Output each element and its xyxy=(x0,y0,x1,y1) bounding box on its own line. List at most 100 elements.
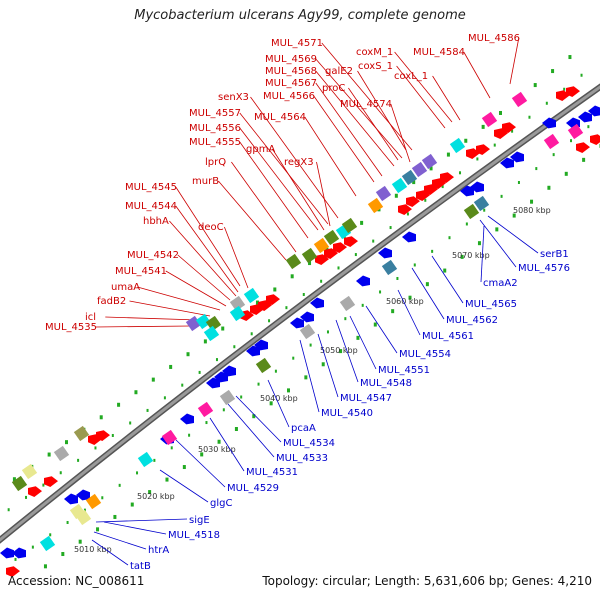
track-dot xyxy=(250,332,253,336)
forward-gene-label: MUL_4556 xyxy=(189,123,241,134)
reverse-label-leader xyxy=(209,417,245,472)
forward-gene-arrow xyxy=(96,430,110,441)
forward-gene-label: deoC xyxy=(198,222,224,233)
forward-gene-arrow xyxy=(44,476,58,487)
cog-category-box xyxy=(203,325,220,342)
cog-category-box xyxy=(161,429,178,446)
cog-category-box xyxy=(285,253,302,270)
reverse-gene-arrow xyxy=(510,151,524,163)
forward-label-leader xyxy=(175,205,239,293)
reverse-gene-arrow xyxy=(76,489,90,501)
cog-category-box xyxy=(21,463,38,480)
forward-label-leader xyxy=(272,148,325,231)
forward-label-leader xyxy=(169,220,237,297)
forward-gene-arrow xyxy=(576,142,590,153)
track-dot xyxy=(198,370,201,374)
cog-category-box xyxy=(205,315,222,332)
reverse-gene-label: MUL_4534 xyxy=(283,438,335,449)
track-dot xyxy=(483,208,486,212)
track-dot xyxy=(205,421,208,425)
cog-category-box xyxy=(255,357,272,374)
forward-gene-label: fadB2 xyxy=(97,296,126,307)
reverse-label-leader xyxy=(235,395,282,443)
track-dot xyxy=(408,295,412,300)
cog-category-box xyxy=(511,91,528,108)
forward-gene-arrow xyxy=(502,122,516,133)
forward-gene-label: MUL_4555 xyxy=(189,137,241,148)
cog-category-box xyxy=(381,259,398,276)
reverse-gene-label: MUL_4554 xyxy=(399,349,451,360)
reverse-gene-arrow xyxy=(460,185,474,197)
reverse-gene-arrow xyxy=(356,275,370,287)
reverse-gene-arrow xyxy=(64,493,78,505)
cog-category-box xyxy=(85,493,102,510)
track-dot xyxy=(77,458,80,462)
reverse-label-leader xyxy=(335,319,359,383)
cog-category-box xyxy=(421,153,438,170)
reverse-label-leader xyxy=(91,539,129,566)
track-dot xyxy=(535,167,538,171)
reverse-gene-label: MUL_4551 xyxy=(378,365,430,376)
track-dot xyxy=(424,198,427,202)
track-dot xyxy=(551,69,555,74)
footer-accession: Accession: NC_008611 xyxy=(8,574,144,588)
cog-category-box xyxy=(299,323,316,340)
forward-label-leader xyxy=(105,316,199,321)
track-dot xyxy=(580,73,583,77)
reverse-label-leader xyxy=(159,469,209,503)
track-dot xyxy=(373,322,377,327)
track-dot xyxy=(495,227,499,232)
track-dot xyxy=(547,185,551,190)
forward-gene-label: coxS_1 xyxy=(358,61,393,72)
track-dot xyxy=(153,458,156,462)
reverse-gene-arrow xyxy=(588,105,600,117)
forward-label-leader xyxy=(175,186,241,287)
track-dot xyxy=(493,143,496,147)
forward-gene-label: MUL_4557 xyxy=(189,108,241,119)
track-dot xyxy=(530,199,534,204)
track-dot xyxy=(151,377,155,382)
reverse-gene-arrow xyxy=(310,297,324,309)
cog-category-box xyxy=(449,137,466,154)
track-dot xyxy=(203,339,207,344)
forward-label-leader xyxy=(231,161,297,253)
track-dot xyxy=(233,345,236,349)
reverse-gene-label: tatB xyxy=(130,561,151,572)
reverse-gene-label: MUL_4565 xyxy=(465,299,517,310)
track-dot xyxy=(337,266,340,270)
track-dot xyxy=(533,83,537,88)
genes-label: ; Genes: xyxy=(504,574,558,588)
track-dot xyxy=(269,401,273,406)
reverse-gene-arrow xyxy=(214,371,228,383)
track-dot xyxy=(136,471,139,475)
cog-category-box xyxy=(313,237,330,254)
track-dot xyxy=(163,396,166,400)
reverse-gene-label: MUL_4561 xyxy=(422,331,474,342)
tick-layer: 5010 kbp 5020 kbp 5030 kbp 5040 kbp 5050 kbp… xyxy=(7,55,600,569)
reverse-gene-label: MUL_4576 xyxy=(518,263,570,274)
cog-category-box xyxy=(401,169,418,186)
track-dot xyxy=(511,129,514,133)
cog-category-box xyxy=(375,185,392,202)
track-dot xyxy=(96,527,100,532)
reverse-label-leader xyxy=(93,531,147,550)
track-dot xyxy=(49,533,52,537)
forward-label-leader xyxy=(357,70,407,151)
cog-category-box xyxy=(339,295,356,312)
track-dot xyxy=(287,388,290,393)
reverse-gene-arrow xyxy=(300,311,314,323)
forward-gene-arrow xyxy=(440,172,454,183)
track-dot xyxy=(221,326,225,331)
track-dot xyxy=(130,502,134,507)
track-dot xyxy=(304,375,308,380)
reverse-gene-arrow xyxy=(578,111,592,123)
track-dot xyxy=(389,226,392,230)
forward-gene-label: MUL_4545 xyxy=(125,182,177,193)
forward-gene-label: MUL_4571 xyxy=(271,38,323,49)
forward-gene-label: hbhA xyxy=(143,216,169,227)
track-dot xyxy=(391,309,395,314)
forward-label-leader xyxy=(463,51,491,99)
forward-label-leader xyxy=(239,112,329,225)
cog-category-box xyxy=(543,133,560,150)
